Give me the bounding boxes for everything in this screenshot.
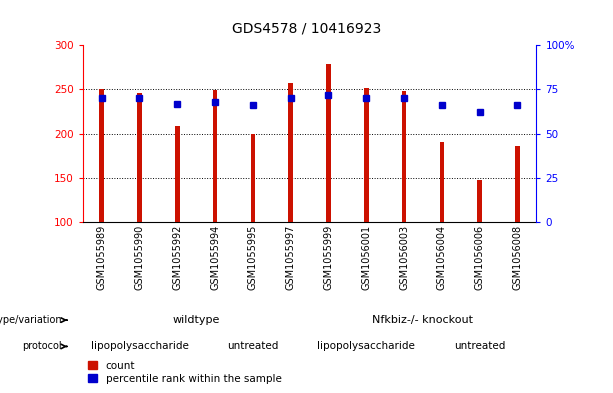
Bar	[515, 146, 520, 222]
Text: untreated: untreated	[454, 342, 505, 351]
Text: untreated: untreated	[227, 342, 278, 351]
Text: genotype/variation: genotype/variation	[0, 315, 62, 325]
Bar	[326, 64, 331, 222]
Bar	[213, 90, 218, 222]
Bar	[99, 90, 104, 222]
Bar	[364, 88, 368, 222]
Text: lipopolysaccharide: lipopolysaccharide	[91, 342, 188, 351]
Text: lipopolysaccharide: lipopolysaccharide	[318, 342, 415, 351]
Text: wildtype: wildtype	[172, 315, 220, 325]
Bar	[175, 126, 180, 222]
Text: GDS4578 / 10416923: GDS4578 / 10416923	[232, 22, 381, 36]
Bar	[251, 134, 255, 222]
Bar	[440, 142, 444, 222]
Bar	[402, 91, 406, 222]
Bar	[478, 180, 482, 222]
Bar	[137, 93, 142, 222]
Bar	[288, 83, 293, 222]
Legend: count, percentile rank within the sample: count, percentile rank within the sample	[88, 361, 281, 384]
Text: protocol: protocol	[23, 342, 62, 351]
Text: Nfkbiz-/- knockout: Nfkbiz-/- knockout	[373, 315, 473, 325]
